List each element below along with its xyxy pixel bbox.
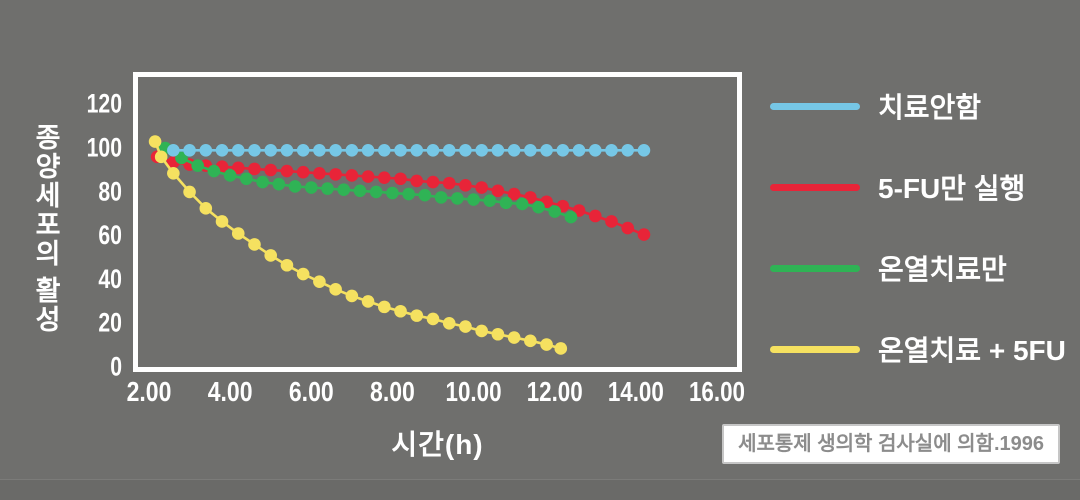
svg-text:100: 100	[87, 133, 122, 163]
legend-label: 온열치료 + 5FU	[878, 335, 1066, 366]
citation-box: 세포통제 생의학 검사실에 의함.1996	[722, 424, 1060, 464]
svg-text:12.00: 12.00	[527, 376, 583, 407]
svg-text:120: 120	[87, 89, 122, 119]
svg-text:60: 60	[98, 220, 122, 250]
x-tick-labels: 2.00 4.00 6.00 8.00 10.00 12.00 14.00 16.00	[127, 376, 745, 407]
svg-text:2.00: 2.00	[127, 376, 172, 407]
legend-item-5fu-only: 5-FU만 실행	[770, 167, 1066, 207]
series-3	[148, 135, 568, 355]
citation-text: 세포통제 생의학 검사실에 의함.1996	[738, 433, 1044, 455]
legend-item-heat-only: 온열치료만	[770, 248, 1066, 288]
svg-text:40: 40	[98, 264, 122, 294]
legend: 치료안함 5-FU만 실행 온열치료만 온열치료 + 5FU	[770, 86, 1066, 410]
svg-text:10.00: 10.00	[446, 376, 502, 407]
series-0	[167, 143, 651, 157]
chart-frame	[133, 72, 742, 372]
legend-line-icon	[770, 345, 860, 353]
svg-text:8.00: 8.00	[370, 376, 415, 407]
svg-text:0: 0	[110, 352, 122, 382]
y-tick-labels: 0 20 40 60 80 100 120	[87, 89, 122, 382]
svg-text:80: 80	[98, 176, 122, 206]
svg-text:4.00: 4.00	[208, 376, 253, 407]
svg-text:14.00: 14.00	[608, 376, 664, 407]
legend-item-no-treatment: 치료안함	[770, 86, 1066, 126]
legend-label: 5-FU만 실행	[878, 173, 1026, 204]
legend-label: 온열치료만	[878, 254, 1007, 285]
legend-line-icon	[770, 102, 860, 110]
legend-line-icon	[770, 264, 860, 272]
legend-item-heat-plus-5fu: 온열치료 + 5FU	[770, 329, 1066, 369]
legend-line-icon	[770, 183, 860, 191]
series-2	[158, 141, 578, 224]
svg-text:6.00: 6.00	[289, 376, 334, 407]
svg-text:16.00: 16.00	[689, 376, 745, 407]
x-axis-title: 시간(h)	[391, 429, 484, 460]
series-1	[150, 150, 651, 241]
bottom-divider	[0, 479, 1080, 500]
legend-label: 치료안함	[878, 92, 982, 123]
svg-text:20: 20	[98, 308, 122, 338]
